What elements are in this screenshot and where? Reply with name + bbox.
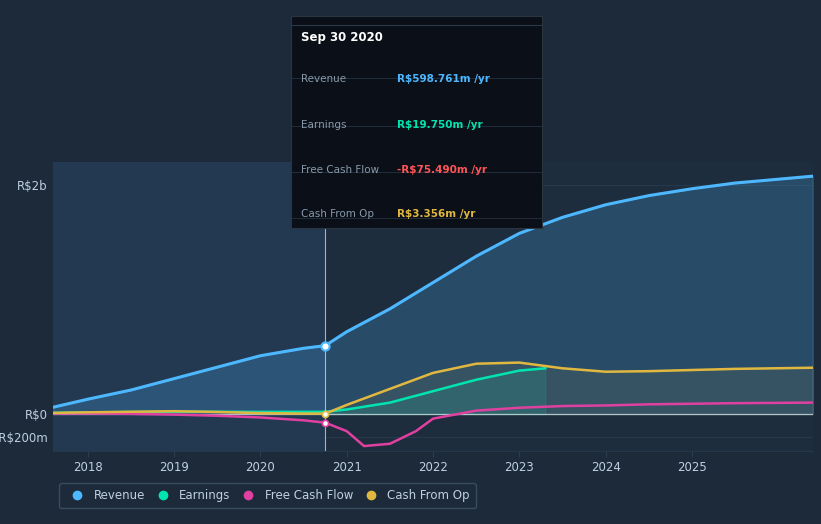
Text: R$3.356m /yr: R$3.356m /yr [397, 209, 475, 219]
Text: Past: Past [296, 188, 320, 201]
Text: Analysts Forecasts: Analysts Forecasts [330, 188, 440, 201]
Text: Free Cash Flow: Free Cash Flow [301, 165, 379, 174]
Text: Revenue: Revenue [301, 74, 346, 84]
Point [319, 419, 332, 427]
Text: Sep 30 2020: Sep 30 2020 [301, 30, 383, 43]
Text: R$19.750m /yr: R$19.750m /yr [397, 120, 482, 130]
Text: -R$75.490m /yr: -R$75.490m /yr [397, 165, 487, 174]
Text: Earnings: Earnings [301, 120, 347, 130]
Bar [53, 162, 325, 451]
Point [319, 409, 332, 418]
Text: Cash From Op: Cash From Op [301, 209, 374, 219]
Text: R$598.761m /yr: R$598.761m /yr [397, 74, 489, 84]
Legend: Revenue, Earnings, Free Cash Flow, Cash From Op: Revenue, Earnings, Free Cash Flow, Cash … [59, 483, 475, 508]
Point [319, 342, 332, 350]
